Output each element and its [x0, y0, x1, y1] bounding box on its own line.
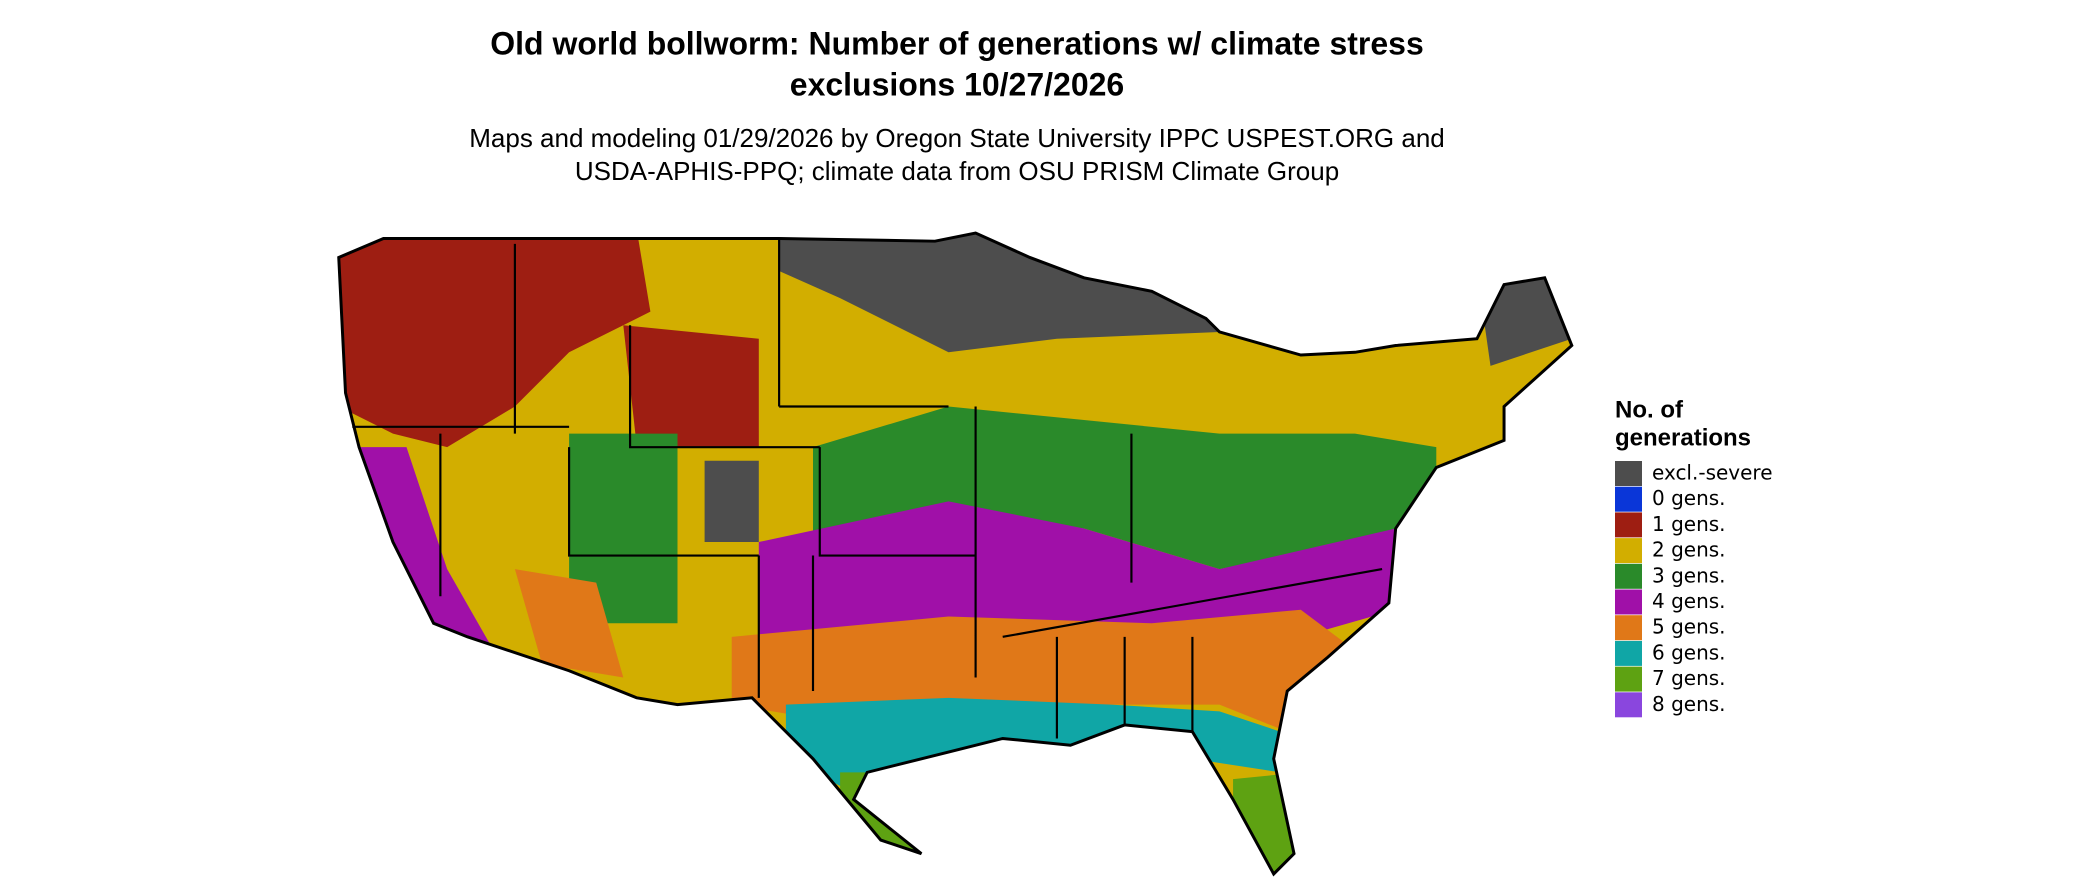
- legend-swatch: [1615, 589, 1642, 615]
- legend-label: 7 gens.: [1652, 666, 1726, 690]
- legend-label: 4 gens.: [1652, 589, 1726, 613]
- legend-title: No. of: [1615, 396, 1684, 423]
- legend-title: generations: [1615, 424, 1751, 451]
- legend-swatch: [1615, 640, 1642, 666]
- legend-swatch: [1615, 563, 1642, 589]
- legend-label: 5 gens.: [1652, 615, 1726, 639]
- legend-swatch: [1615, 461, 1642, 486]
- legend-label: 3 gens.: [1652, 563, 1726, 587]
- title: exclusions 10/27/2026: [790, 66, 1124, 102]
- legend-swatch: [1615, 615, 1642, 641]
- legend-label: 6 gens.: [1652, 640, 1726, 664]
- map: [337, 231, 1574, 876]
- legend-swatch: [1615, 666, 1642, 692]
- title: Old world bollworm: Number of generation…: [490, 25, 1424, 61]
- legend-label: 0 gens.: [1652, 486, 1726, 510]
- legend-swatch: [1615, 512, 1642, 538]
- legend-label: excl.-severe: [1652, 461, 1773, 485]
- legend-label: 2 gens.: [1652, 538, 1726, 562]
- legend-label: 1 gens.: [1652, 512, 1726, 536]
- legend-swatch: [1615, 692, 1642, 718]
- legend-swatch: [1615, 538, 1642, 564]
- legend-label: 8 gens.: [1652, 692, 1726, 716]
- subtitle: USDA-APHIS-PPQ; climate data from OSU PR…: [575, 156, 1339, 186]
- subtitle: Maps and modeling 01/29/2026 by Oregon S…: [469, 123, 1445, 153]
- legend-swatch: [1615, 486, 1642, 512]
